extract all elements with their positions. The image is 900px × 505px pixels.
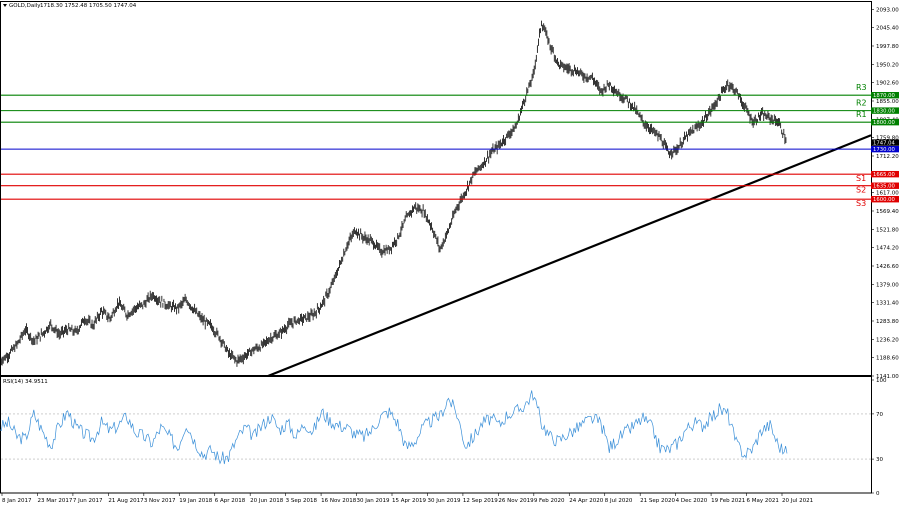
level-r2-price-label: 1830.00	[873, 109, 896, 115]
level-s2-name: S2	[856, 186, 866, 195]
date-tick-label: 20 Jul 2021	[782, 498, 813, 504]
price-tick-label: 1855.00	[876, 99, 899, 105]
date-tick-label: 21 Sep 2020	[640, 498, 675, 504]
price-tick-label: 1950.20	[876, 62, 899, 68]
date-tick-label: 15 Apr 2019	[392, 498, 427, 504]
level-r3-name: R3	[856, 83, 867, 92]
level-r1-price-label: 1800.00	[873, 120, 896, 126]
rsi-tick-label: 0	[876, 491, 880, 497]
chart-ohlc: 1718.30 1752.48 1705.50 1747.04	[40, 3, 137, 9]
level-r3-price-tag	[871, 92, 899, 99]
price-tick-label: 1617.00	[876, 191, 899, 197]
date-tick-label: 30 Jun 2019	[427, 498, 461, 504]
level-s3-price-tag	[871, 196, 899, 203]
level-s2-price-tag	[871, 182, 899, 189]
price-tick-label: 1283.80	[876, 319, 899, 325]
current-level-price-tag	[871, 145, 899, 153]
level-r2-price-tag	[871, 107, 899, 114]
date-tick-label: 26 Nov 2019	[498, 498, 534, 504]
price-tick-label: 1426.60	[876, 264, 899, 270]
level-s1-price-label: 1665.00	[873, 172, 896, 178]
current-price-label: 1747.04	[873, 141, 896, 147]
price-tick-label: 1902.60	[876, 81, 899, 87]
date-tick-label: 3 Nov 2017	[144, 498, 176, 504]
price-tick-label: 1997.80	[876, 44, 899, 50]
date-tick-label: 8 Jul 2020	[605, 498, 633, 504]
rsi-title: RSI(14) 34.9511	[3, 379, 48, 385]
price-tick-label: 1188.60	[876, 356, 899, 362]
rsi-axis: 100 70 30 0	[871, 378, 887, 497]
level-r3-price-label: 1870.00	[873, 93, 896, 99]
trendline-line	[267, 134, 872, 378]
rsi-tick-label: 70	[876, 412, 883, 418]
price-tick-label: 1474.20	[876, 246, 899, 252]
rsi-guides	[1, 413, 871, 460]
date-tick-label: 8 Jan 2017	[2, 498, 32, 504]
support-resistance-levels[interactable]: 1870.00 R3 1830.00 R2 1800.00 R1 1665.00 S1 1635…	[1, 83, 899, 208]
date-tick-label: 16 Nov 2018	[321, 498, 357, 504]
level-s2-price-label: 1635.00	[873, 184, 896, 190]
level-s1-name: S1	[856, 174, 866, 183]
trendline[interactable]	[267, 134, 872, 378]
date-tick-label: 6 Apr 2018	[215, 498, 246, 504]
rsi-line	[0, 390, 788, 465]
price-axis: 2093.00 2045.40 1997.80 1950.20 1902.60 1855.…	[871, 7, 899, 380]
date-tick-label: 20 Jun 2018	[250, 498, 284, 504]
chart-symbol: GOLD,Daily	[9, 3, 41, 9]
price-tick-label: 1521.80	[876, 227, 899, 233]
price-tick-label: 1712.20	[876, 154, 899, 160]
price-tick-label: 2045.40	[876, 26, 899, 32]
date-tick-label: 23 Mar 2017	[37, 498, 72, 504]
down-triangle-icon[interactable]	[3, 4, 7, 7]
date-tick-label: 19 Feb 2021	[711, 498, 745, 504]
level-s3-name: S3	[856, 199, 866, 208]
date-tick-label: 6 May 2021	[747, 498, 779, 504]
price-tick-label: 1379.00	[876, 282, 899, 288]
date-tick-label: 12 Sep 2019	[463, 498, 498, 504]
rsi-tick-label: 100	[876, 378, 887, 384]
current-price-tag	[871, 139, 899, 146]
date-tick-label: 19 Jan 2018	[179, 498, 212, 504]
level-s3-price-label: 1600.00	[873, 197, 896, 203]
price-tick-label: 1569.40	[876, 209, 899, 215]
price-tick-label: 1331.40	[876, 301, 899, 307]
level-r1-name: R1	[856, 110, 867, 119]
rsi-path	[0, 390, 788, 465]
level-s1-price-tag	[871, 170, 899, 178]
price-tick-label: 1141.00	[876, 374, 899, 380]
price-tick-label: 1759.80	[876, 136, 899, 142]
level-r1-price-tag	[871, 118, 899, 126]
date-tick-label: 7 Jun 2017	[73, 498, 103, 504]
date-axis: 8 Jan 2017 23 Mar 2017 7 Jun 2017 21 Aug 20…	[1, 493, 813, 504]
date-tick-label: 30 Jan 2019	[357, 498, 390, 504]
rsi-tick-label: 30	[876, 457, 883, 463]
date-tick-label: 24 Apr 2020	[569, 498, 604, 504]
price-tick-label: 2093.00	[876, 7, 899, 13]
date-tick-label: 3 Sep 2018	[286, 498, 318, 504]
level-r2-name: R2	[856, 99, 867, 108]
current-level-price-label: 1730.00	[873, 147, 896, 153]
date-tick-label: 4 Dec 2020	[676, 498, 708, 504]
price-tick-label: 1236.20	[876, 337, 899, 343]
price-bars	[0, 20, 787, 367]
date-tick-label: 9 Feb 2020	[534, 498, 565, 504]
date-tick-label: 21 Aug 2017	[108, 498, 144, 504]
